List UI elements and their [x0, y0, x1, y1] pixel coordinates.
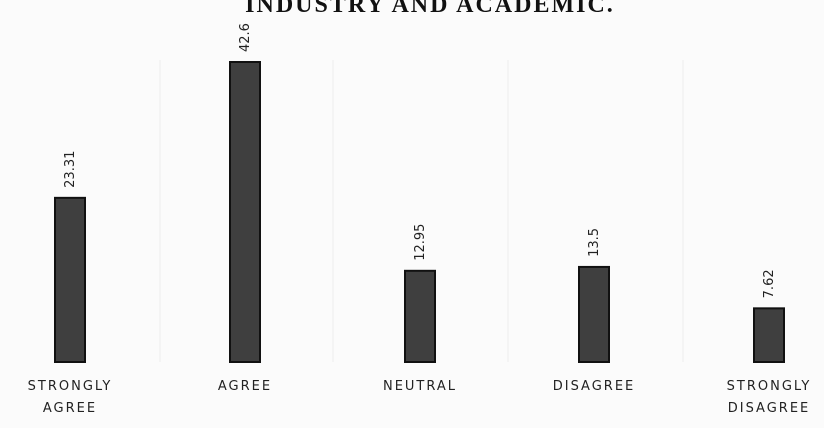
- x-tick-label: AGREE: [217, 379, 273, 394]
- x-tick-label: NEUTRAL: [382, 379, 458, 394]
- value-label: 7.62: [762, 269, 777, 298]
- value-label: 13.5: [587, 228, 602, 257]
- value-label: 12.95: [413, 224, 428, 261]
- x-tick-label: DISAGREE: [552, 379, 636, 394]
- chart-title: INDUSTRY AND ACADEMIC.: [245, 0, 615, 18]
- bar: [54, 196, 86, 363]
- bar: [578, 265, 610, 363]
- x-tick-label: STRONGLY AGREE: [27, 379, 113, 416]
- x-tick-label: STRONGLY DISAGREE: [726, 379, 812, 416]
- value-label: 42.6: [238, 23, 253, 52]
- bar: [229, 61, 261, 363]
- value-label: 23.31: [63, 151, 78, 188]
- bar: [404, 269, 436, 364]
- bar: [753, 307, 785, 364]
